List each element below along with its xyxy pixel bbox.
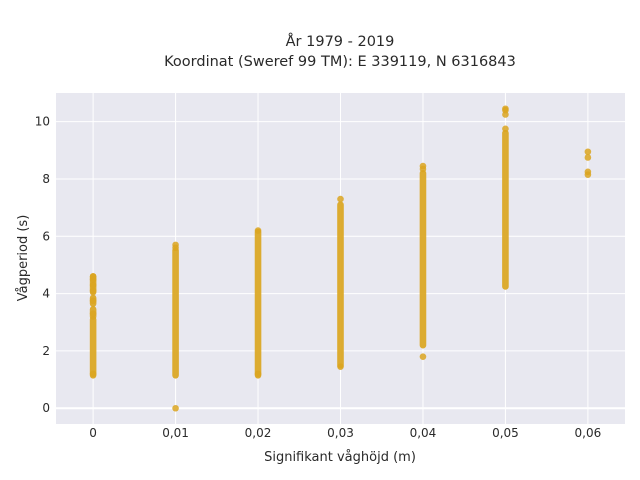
data-point bbox=[584, 168, 592, 176]
data-point bbox=[584, 148, 592, 156]
data-point bbox=[89, 310, 97, 317]
y-tick-label: 4 bbox=[42, 287, 50, 301]
data-point bbox=[89, 370, 97, 378]
y-axis-title: Vågperiod (s) bbox=[16, 215, 31, 302]
data-point bbox=[89, 287, 97, 295]
data-point-band bbox=[89, 316, 97, 379]
data-point bbox=[337, 363, 344, 370]
data-point bbox=[172, 241, 179, 249]
x-tick-label: 0,04 bbox=[410, 426, 437, 440]
data-point-band bbox=[172, 247, 179, 379]
chart-title-line1: År 1979 - 2019 bbox=[286, 33, 395, 50]
data-point bbox=[89, 281, 97, 289]
data-point bbox=[254, 227, 262, 234]
data-point bbox=[584, 154, 592, 161]
x-tick-label: 0,01 bbox=[162, 426, 189, 440]
y-tick-label: 10 bbox=[35, 115, 50, 129]
data-point bbox=[89, 297, 97, 305]
data-point bbox=[502, 105, 509, 113]
y-tick-labels: 0 2 4 6 8 10 bbox=[35, 115, 50, 416]
x-tick-labels: 0 0,01 0,02 0,03 0,04 0,05 0,06 bbox=[89, 426, 601, 440]
data-point bbox=[89, 273, 97, 280]
data-point bbox=[254, 370, 262, 378]
data-point-band bbox=[419, 169, 427, 349]
x-tick-label: 0,06 bbox=[575, 426, 602, 440]
y-tick-label: 8 bbox=[42, 172, 50, 186]
x-axis-title: Signifikant våghöjd (m) bbox=[264, 450, 416, 465]
data-point-band bbox=[502, 129, 509, 290]
y-tick-label: 0 bbox=[42, 401, 50, 415]
data-point bbox=[419, 353, 427, 360]
x-tick-label: 0,05 bbox=[492, 426, 519, 440]
x-tick-label: 0,02 bbox=[245, 426, 272, 440]
x-tick-label: 0 bbox=[89, 426, 97, 440]
data-point bbox=[337, 195, 344, 203]
y-tick-label: 6 bbox=[42, 229, 50, 243]
data-point bbox=[172, 404, 179, 412]
x-tick-label: 0,03 bbox=[327, 426, 354, 440]
data-point-band bbox=[254, 228, 262, 379]
data-marks bbox=[89, 105, 592, 412]
chart-title-line2: Koordinat (Sweref 99 TM): E 339119, N 63… bbox=[164, 54, 516, 70]
data-point bbox=[419, 162, 427, 170]
y-tick-label: 2 bbox=[42, 344, 50, 358]
data-point-band bbox=[337, 201, 344, 369]
data-point bbox=[502, 125, 509, 133]
